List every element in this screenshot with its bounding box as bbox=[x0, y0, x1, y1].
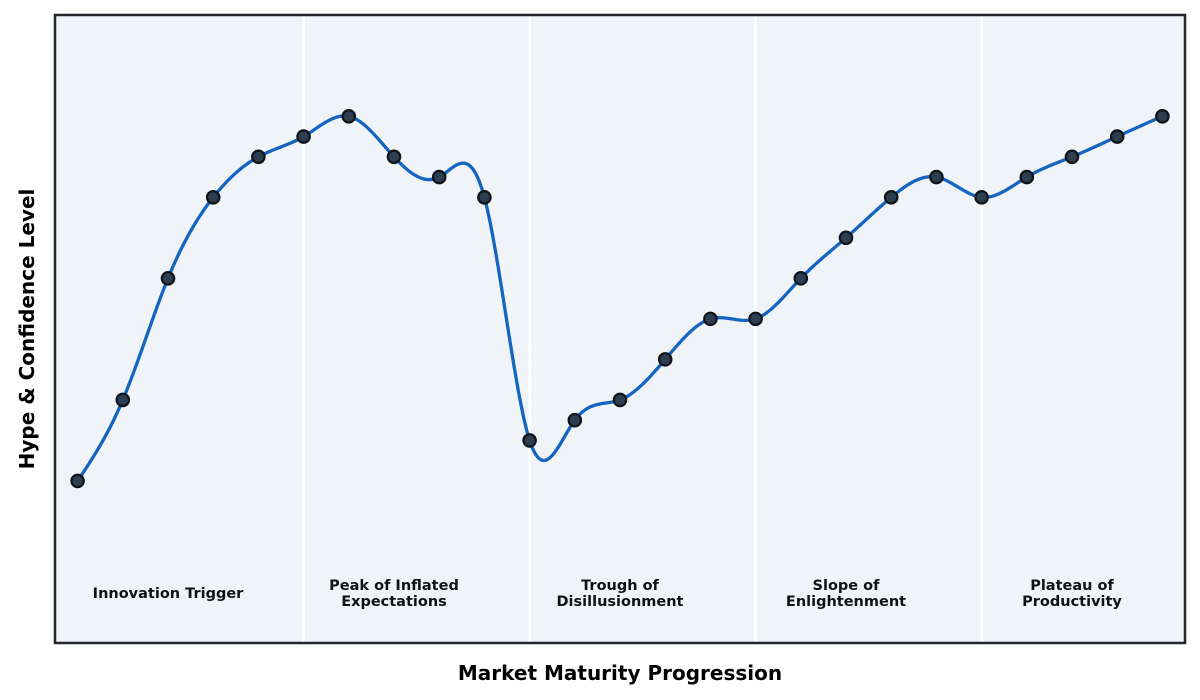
data-point-marker bbox=[251, 149, 266, 165]
data-point-marker bbox=[748, 311, 763, 327]
data-point-marker bbox=[612, 392, 628, 408]
data-point-marker bbox=[386, 149, 402, 165]
x-axis-label: Market Maturity Progression bbox=[457, 661, 783, 685]
data-point-marker bbox=[522, 433, 537, 448]
data-point-marker bbox=[1109, 129, 1125, 144]
data-point-marker bbox=[883, 190, 899, 205]
data-point-marker bbox=[160, 271, 176, 286]
data-point-marker bbox=[1064, 149, 1080, 165]
data-point-marker bbox=[205, 190, 221, 205]
y-axis-label: Hype & Confidence Level bbox=[15, 188, 39, 470]
data-point-marker bbox=[974, 190, 989, 205]
phase-label: Innovation Trigger bbox=[92, 586, 244, 603]
data-point-marker bbox=[115, 392, 131, 408]
data-point-marker bbox=[477, 190, 492, 205]
phase-label: Peak of Inflated Expectations bbox=[329, 578, 459, 610]
phase-label: Trough of Disillusionment bbox=[556, 578, 684, 610]
data-point-marker bbox=[793, 271, 809, 286]
data-point-marker bbox=[296, 129, 311, 144]
phase-label: Slope of Enlightenment bbox=[785, 578, 907, 610]
data-point-marker bbox=[1019, 169, 1035, 185]
data-point-marker bbox=[657, 352, 673, 367]
data-point-marker bbox=[567, 412, 583, 428]
phase-label: Plateau of Productivity bbox=[1022, 578, 1122, 610]
data-point-marker bbox=[838, 230, 854, 246]
plot-area-background bbox=[55, 15, 1185, 643]
data-point-marker bbox=[431, 169, 447, 185]
data-point-marker bbox=[1155, 108, 1170, 124]
data-point-marker bbox=[929, 169, 944, 185]
data-point-marker bbox=[70, 473, 85, 489]
data-point-marker bbox=[341, 108, 357, 124]
plot-frame bbox=[53, 13, 1187, 645]
data-point-marker bbox=[703, 311, 718, 327]
